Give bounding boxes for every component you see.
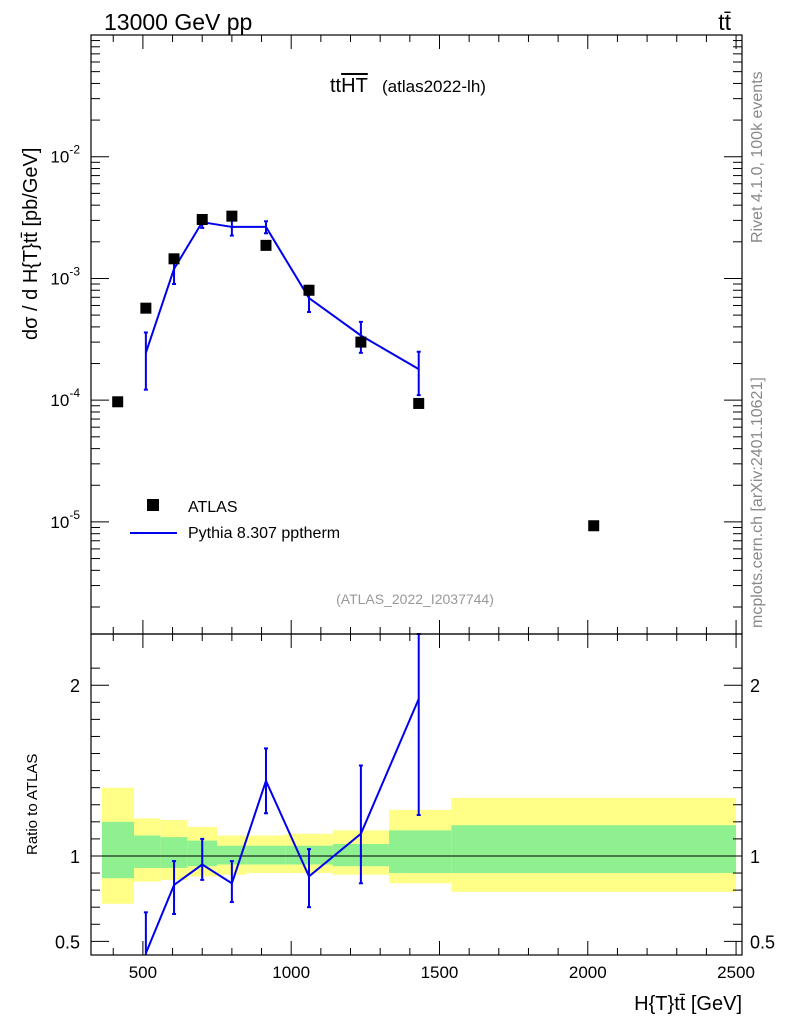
rivet-version-label: Rivet 4.1.0, 100k events (749, 71, 766, 243)
process-label: 13000 GeV pp (104, 9, 252, 35)
ratio-inner-band (389, 830, 452, 874)
pythia-line (144, 221, 420, 370)
ratio-y-tick-label-right: 0.5 (750, 932, 775, 952)
main-axes: 10-2 10-3 10-4 10-5 (50, 34, 742, 634)
ratio-inner-band (451, 825, 737, 874)
x-tick-label: 1000 (272, 963, 310, 982)
legend-atlas-marker (147, 499, 159, 511)
analysis-label: (ATLAS_2022_I2037744) (336, 591, 494, 607)
ratio-line (144, 698, 420, 954)
ratio-y-tick-label-left: 0.5 (55, 932, 80, 952)
main-series (112, 210, 600, 532)
atlas-data-point (140, 302, 152, 314)
ratio-y-tick-label-left: 1 (70, 847, 80, 867)
main-y-tick-label: 10-3 (50, 264, 80, 288)
atlas-data-point (226, 210, 238, 222)
atlas-data-point (112, 396, 124, 408)
main-y-axis-title: dσ / d H{T}tt̄ [pb/GeV] (20, 148, 42, 340)
atlas-data-point (168, 253, 180, 265)
x-tick-label: 2000 (569, 963, 607, 982)
x-tick-label: 1500 (421, 963, 459, 982)
ratio-inner-band (101, 821, 135, 879)
ratio-uncertainty-bands (91, 787, 742, 904)
ratio-axes: 500 1000 1500 2000 2500 0.5 0.5 1 1 2 2 (55, 634, 775, 982)
main-y-tick-label: 10-5 (50, 508, 80, 532)
ratio-y-tick-label-right: 1 (750, 847, 760, 867)
ratio-series (143, 633, 421, 955)
atlas-data-point (355, 336, 367, 348)
x-tick-label: 2500 (717, 963, 755, 982)
title-subtitle: (atlas2022-lh) (382, 77, 486, 96)
legend-atlas-label: ATLAS (188, 499, 238, 516)
ratio-y-axis-title: Ratio to ATLAS (24, 754, 41, 855)
ratio-inner-band (134, 835, 161, 868)
x-axis-title: H{T}tt̄ [GeV] (634, 993, 742, 1015)
main-plot-frame (90, 34, 743, 635)
main-y-tick-label: 10-2 (50, 143, 80, 167)
x-tick-label: 500 (129, 963, 157, 982)
mcplots-reference-label: mcplots.cern.ch [arXiv:2401.10621] (749, 377, 766, 628)
atlas-data-point (260, 239, 272, 251)
legend-pythia-label: Pythia 8.307 pptherm (188, 525, 340, 542)
atlas-data-point (196, 214, 208, 226)
title-overlined: HT (341, 75, 368, 97)
main-y-tick-label: 10-4 (50, 386, 80, 410)
title-main: tt (330, 75, 342, 97)
ratio-y-tick-label-left: 2 (70, 676, 80, 696)
main-plot-title: ttHT (330, 75, 368, 97)
atlas-data-point (303, 284, 315, 296)
ratio-plot-frame (90, 633, 743, 956)
atlas-data-point (413, 397, 425, 409)
ratio-inner-band (246, 845, 286, 865)
ratio-y-tick-label-right: 2 (750, 676, 760, 696)
atlas-data-point (588, 520, 600, 532)
process-channel-label: tt̄ (718, 9, 731, 35)
